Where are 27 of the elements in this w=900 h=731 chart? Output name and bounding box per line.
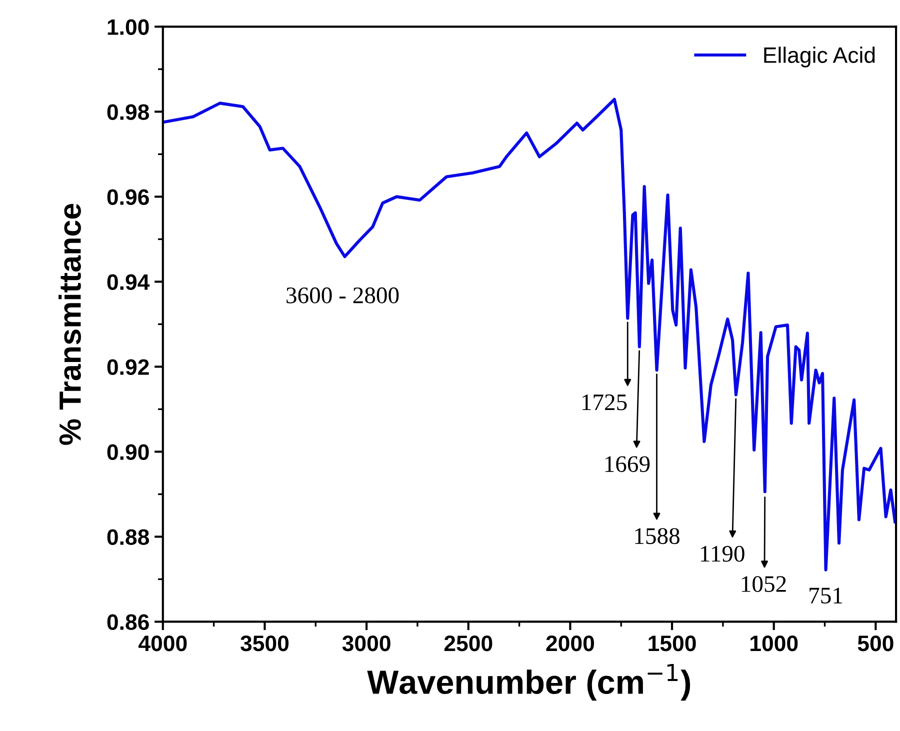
y-tick-label: 0.94	[107, 274, 150, 290]
annotation: 3600 - 2800	[286, 287, 399, 304]
y-tick-label: 0.98	[107, 104, 150, 120]
x-axis-title: Wavenumber (cm$^{−1}$)	[367, 664, 690, 701]
x-tick-label: 3500	[240, 635, 289, 652]
x-tick-label: 1000	[750, 635, 798, 652]
x-tick-label: 4000	[138, 635, 187, 652]
y-axis-title: % Transmittance	[58, 204, 81, 445]
annotation: 1669	[605, 456, 650, 472]
line-series	[163, 98, 896, 572]
annotation: 1725	[582, 394, 627, 410]
x-tick-label: 3000	[342, 635, 390, 652]
x-tick-label: 500	[858, 635, 894, 652]
x-tick-label: 1500	[648, 635, 696, 652]
x-tick-label: 2000	[546, 635, 594, 652]
y-tick-label: 0.96	[107, 189, 149, 205]
y-tick-label: 0.88	[107, 529, 150, 545]
y-tick-label: 0.90	[107, 444, 149, 460]
annotation: 1588	[635, 528, 680, 544]
annotation: 1052	[742, 576, 786, 592]
x-tick-label: 2500	[444, 635, 492, 652]
legend-label: Ellagic Acid	[764, 46, 875, 68]
annotation: 751	[810, 588, 842, 604]
y-tick-label: 0.92	[107, 359, 149, 375]
y-tick-label: 0.86	[107, 614, 149, 630]
annotation: 1190	[700, 546, 744, 562]
y-tick-label: 1.00	[108, 19, 149, 35]
